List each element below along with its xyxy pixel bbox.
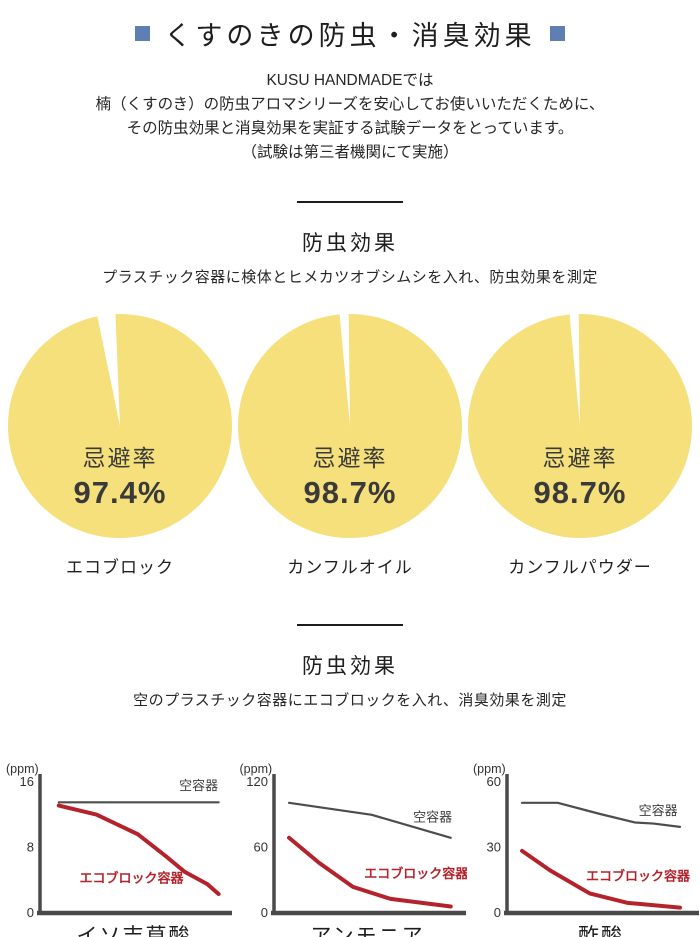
y-axis-unit-label: (ppm): [239, 762, 273, 776]
intro-line-3: その防虫効果と消臭効果を実証する試験データをとっています。: [126, 120, 574, 137]
pie-block-ecoblock: 忌避率 97.4% エコブロック: [5, 311, 235, 578]
pie-chart-row: 忌避率 97.4% エコブロック 忌避率 98.7% カンフルオイル 忌避率: [0, 311, 700, 578]
intro-line-2: 楠（くすのき）の防虫アロマシリーズを安心してお使いいただくために、: [95, 96, 605, 113]
page-title: くすのきの防虫・消臭効果: [0, 14, 700, 53]
pie-svg: [8, 311, 232, 538]
series-label-ecoblock-container: エコブロック容器: [79, 871, 184, 886]
y-axis-tick-label: 16: [20, 774, 34, 789]
section-divider: [297, 624, 403, 626]
intro-line-1: KUSU HANDMADEでは: [266, 72, 434, 89]
intro-paragraph: KUSU HANDMADEでは 楠（くすのき）の防虫アロマシリーズを安心してお使…: [0, 69, 700, 165]
series-label-empty-container: 空容器: [639, 803, 678, 818]
y-axis-unit-label: (ppm): [6, 762, 39, 776]
y-axis-tick-label: 0: [494, 905, 501, 920]
line-chart-isovaleric-acid: (ppm) 16 8 0 空容器エコブロック容器 イソ吉草酸: [0, 752, 233, 937]
line-chart-acetic-acid: (ppm) 60 30 0 空容器エコブロック容器 酢酸: [467, 752, 700, 937]
series-label-empty-container: 空容器: [413, 809, 452, 824]
x-axis-title: 酢酸: [578, 925, 624, 937]
page-title-text: くすのきの防虫・消臭効果: [164, 21, 536, 51]
y-axis-tick-label: 0: [27, 905, 34, 920]
pie-slice-gap: [569, 311, 580, 426]
pie-block-camphor-oil: 忌避率 98.7% カンフルオイル: [235, 311, 465, 578]
pie-block-camphor-powder: 忌避率 98.7% カンフルパウダー: [465, 311, 695, 578]
y-axis-tick-label: 60: [253, 840, 267, 855]
series-line-ecoblock-container: [56, 803, 221, 896]
series-line-ecoblock-container: [286, 835, 453, 909]
y-axis-unit-label: (ppm): [473, 762, 506, 776]
section1-heading: 防虫効果: [302, 232, 398, 255]
series-label-ecoblock-container: エコブロック容器: [586, 868, 691, 883]
x-axis-title: アンモニア: [310, 925, 425, 937]
pie-slice-gap: [96, 311, 120, 426]
series-line-ecoblock-container: [520, 848, 682, 910]
series-line-empty-container: [287, 801, 452, 839]
pie-svg: [468, 311, 692, 538]
y-axis-tick-label: 60: [487, 774, 501, 789]
pie-caption: エコブロック: [66, 558, 174, 577]
pie-slice-gap: [339, 311, 350, 426]
series-label-empty-container: 空容器: [179, 778, 218, 793]
pie-chart-ecoblock: 忌避率 97.4%: [5, 311, 235, 541]
x-axis-title: イソ吉草酸: [76, 925, 192, 937]
intro-line-4: （試験は第三者機関にて実施）: [241, 144, 459, 161]
section2-subtitle: 空のプラスチック容器にエコブロックを入れ、消臭効果を測定: [133, 692, 567, 709]
pie-caption: カンフルパウダー: [508, 558, 652, 577]
y-axis-tick-label: 30: [487, 840, 501, 855]
pie-caption: カンフルオイル: [287, 558, 413, 577]
square-bullet-icon: [549, 26, 565, 41]
y-axis-tick-label: 8: [27, 840, 34, 855]
y-axis-tick-label: 0: [260, 905, 267, 920]
section2-heading: 防虫効果: [302, 655, 398, 678]
pie-chart-camphor-oil: 忌避率 98.7%: [235, 311, 465, 541]
pie-svg: [238, 311, 462, 538]
line-chart-ammonia: (ppm) 120 60 0 空容器エコブロック容器 アンモニア: [234, 752, 467, 937]
series-label-ecoblock-container: エコブロック容器: [364, 866, 467, 881]
line-chart-row: (ppm) 16 8 0 空容器エコブロック容器 イソ吉草酸 (ppm) 120 60 0…: [0, 752, 700, 937]
series-line-empty-container: [520, 801, 682, 828]
pie-chart-camphor-powder: 忌避率 98.7%: [465, 311, 695, 541]
y-axis-tick-label: 120: [246, 774, 268, 789]
section-divider: [297, 201, 403, 203]
section1-subtitle: プラスチック容器に検体とヒメカツオブシムシを入れ、防虫効果を測定: [102, 269, 598, 286]
square-bullet-icon: [135, 26, 151, 41]
